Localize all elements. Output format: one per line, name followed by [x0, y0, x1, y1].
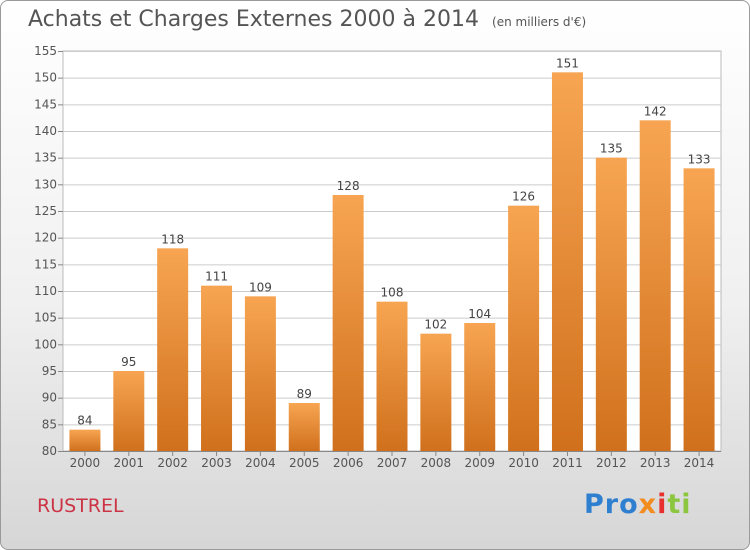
y-tick-label: 140 [34, 124, 57, 138]
value-label: 89 [297, 387, 312, 401]
x-tick-label: 2004 [245, 456, 276, 470]
value-label: 142 [644, 104, 667, 118]
bar-2008 [420, 333, 452, 451]
bar-2004 [244, 296, 276, 451]
value-label: 118 [161, 232, 184, 246]
x-tick-label: 2001 [114, 456, 145, 470]
chart-title-text: Achats et Charges Externes 2000 à 2014 [28, 7, 479, 32]
value-label: 111 [205, 270, 228, 284]
x-tick-label: 2010 [508, 456, 539, 470]
logo-part-1: Pro [584, 489, 639, 520]
y-tick-label: 80 [42, 444, 57, 458]
x-tick-label: 2009 [464, 456, 495, 470]
value-label: 108 [381, 286, 404, 300]
x-tick-label: 2005 [289, 456, 320, 470]
commune-name: RUSTREL [37, 495, 124, 517]
y-tick-label: 145 [34, 97, 57, 111]
value-label: 151 [556, 56, 579, 70]
y-tick-label: 120 [34, 231, 57, 245]
x-tick-label: 2008 [421, 456, 452, 470]
y-tick-label: 95 [42, 364, 57, 378]
y-tick-label: 115 [34, 257, 57, 271]
bar-2002 [157, 248, 189, 451]
value-label: 84 [77, 414, 92, 428]
x-tick-label: 2003 [201, 456, 232, 470]
y-tick-label: 90 [42, 391, 57, 405]
logo-part-3: i [657, 489, 668, 520]
y-tick-label: 155 [34, 44, 57, 58]
bar-2006 [332, 195, 364, 451]
proxiti-logo: Proxiti [584, 489, 692, 520]
bar-2005 [288, 403, 320, 451]
x-tick-label: 2002 [157, 456, 188, 470]
value-label: 133 [688, 152, 711, 166]
y-tick-label: 85 [42, 417, 57, 431]
x-tick-label: 2012 [596, 456, 627, 470]
x-tick-label: 2000 [70, 456, 101, 470]
value-label: 128 [337, 179, 360, 193]
x-tick-label: 2011 [552, 456, 583, 470]
value-label: 102 [424, 318, 447, 332]
chart-unit: (en milliers d'€) [492, 15, 587, 29]
bar-2011 [551, 72, 583, 451]
value-label: 135 [600, 142, 623, 156]
logo-part-2: x [638, 489, 658, 520]
x-tick-label: 2007 [377, 456, 408, 470]
bar-2000 [69, 429, 101, 451]
chart-title: Achats et Charges Externes 2000 à 2014 (… [28, 7, 586, 32]
bar-2007 [376, 301, 408, 451]
y-tick-label: 105 [34, 311, 57, 325]
bar-2013 [639, 120, 671, 451]
x-tick-label: 2006 [333, 456, 364, 470]
y-tick-label: 150 [34, 71, 57, 85]
y-tick-label: 130 [34, 177, 57, 191]
logo-part-4: ti [667, 489, 692, 520]
value-label: 126 [512, 190, 535, 204]
x-tick-label: 2013 [640, 456, 671, 470]
y-tick-label: 135 [34, 151, 57, 165]
bar-2001 [113, 371, 145, 451]
y-tick-label: 125 [34, 204, 57, 218]
bar-2014 [683, 168, 715, 452]
value-label: 109 [249, 280, 272, 294]
y-tick-label: 100 [34, 337, 57, 351]
value-label: 104 [468, 307, 491, 321]
x-tick-label: 2014 [684, 456, 715, 470]
bar-2003 [201, 285, 233, 451]
y-tick-label: 110 [34, 284, 57, 298]
bar-2010 [508, 205, 540, 451]
bar-2012 [595, 157, 627, 451]
value-label: 95 [121, 355, 136, 369]
bar-2009 [464, 323, 496, 451]
